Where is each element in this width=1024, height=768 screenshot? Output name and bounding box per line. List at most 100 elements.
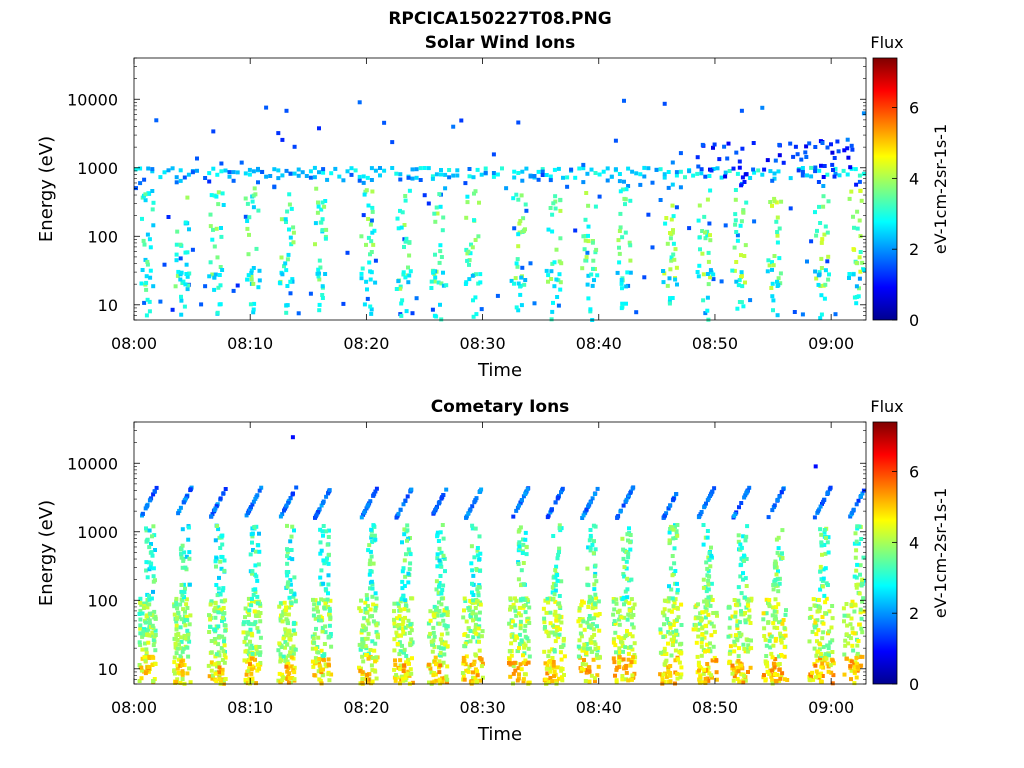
flux-cell (254, 647, 259, 652)
flux-cell (435, 552, 440, 557)
flux-cell (514, 192, 519, 197)
flux-cell (773, 672, 777, 676)
flux-cell (557, 604, 562, 609)
flux-cell (732, 268, 737, 273)
flux-cell (587, 617, 591, 621)
flux-cell (710, 658, 715, 663)
flux-cell (251, 307, 256, 312)
flux-cell (744, 534, 749, 539)
flux-cell (462, 608, 466, 613)
flux-cell (717, 157, 722, 162)
flux-cell (788, 141, 793, 146)
flux-cell (814, 653, 819, 658)
flux-cell (844, 656, 849, 661)
flux-cell (220, 616, 225, 620)
flux-cell (510, 661, 515, 666)
flux-cell (146, 166, 151, 171)
flux-cell (516, 611, 521, 616)
flux-cell (526, 680, 531, 685)
flux-cell (860, 599, 865, 604)
flux-cell (723, 174, 728, 179)
flux-cell (548, 669, 553, 674)
flux-cell (770, 203, 774, 208)
flux-cell (696, 615, 701, 620)
flux-cell (552, 167, 557, 172)
flux-cell (699, 167, 704, 172)
flux-cell (146, 640, 151, 645)
flux-cell (150, 207, 155, 212)
flux-cell (523, 537, 528, 542)
flux-cell (213, 654, 218, 659)
flux-cell (149, 596, 154, 601)
flux-cell (394, 630, 399, 635)
flux-cell (730, 614, 735, 619)
flux-cell (471, 598, 476, 603)
flux-cell (581, 180, 586, 185)
flux-cell (180, 649, 185, 654)
flux-cell (664, 658, 669, 663)
flux-cell (828, 485, 833, 490)
flux-cell (280, 672, 285, 677)
flux-cell (779, 673, 784, 678)
flux-cell (142, 632, 147, 637)
flux-cell (209, 639, 214, 643)
flux-cell (823, 600, 828, 605)
flux-cell (221, 649, 226, 654)
flux-cell (409, 671, 414, 676)
flux-cell (709, 553, 714, 558)
flux-cell (576, 644, 581, 649)
flux-cell (316, 204, 321, 209)
flux-cell (186, 537, 191, 542)
flux-cell (852, 541, 857, 546)
flux-cell (216, 642, 220, 647)
flux-cell (285, 554, 290, 559)
flux-cell (185, 606, 190, 610)
flux-cell (855, 209, 860, 214)
flux-cell (470, 526, 475, 531)
flux-cell (429, 286, 434, 290)
flux-cell (180, 565, 185, 570)
flux-cell (447, 175, 452, 180)
flux-cell (432, 671, 437, 675)
flux-cell (776, 654, 781, 659)
flux-cell (368, 222, 373, 227)
flux-cell (557, 614, 562, 619)
flux-cell (479, 172, 484, 177)
flux-cell (676, 657, 681, 662)
flux-cell (772, 609, 777, 614)
flux-cell (618, 225, 623, 230)
flux-cell (706, 555, 711, 560)
flux-cell (368, 549, 373, 554)
flux-cell (852, 662, 857, 667)
flux-cell (735, 619, 740, 624)
flux-cell (780, 551, 784, 556)
flux-cell (145, 262, 150, 267)
flux-cell (621, 657, 626, 662)
colorbar-gradient (872, 57, 898, 321)
flux-cell (828, 663, 833, 668)
flux-cell (264, 105, 269, 110)
flux-cell (473, 606, 478, 610)
flux-cell (140, 611, 145, 616)
flux-cell (858, 563, 863, 568)
flux-cell (854, 182, 859, 187)
flux-cell (141, 238, 146, 243)
flux-cell (675, 676, 680, 681)
flux-cell (429, 279, 434, 284)
flux-cell (811, 677, 816, 682)
flux-cell (593, 612, 598, 617)
flux-cell (223, 598, 228, 603)
flux-cell (628, 258, 633, 263)
flux-cell (395, 641, 400, 646)
flux-cell (247, 167, 252, 172)
flux-cell (320, 654, 325, 658)
flux-cell (592, 632, 597, 637)
flux-cell (285, 257, 290, 262)
flux-cell (772, 171, 777, 176)
flux-cell (629, 577, 634, 582)
flux-cell (634, 310, 639, 315)
flux-cell (402, 584, 407, 588)
flux-cell (444, 487, 449, 492)
flux-cell (439, 564, 444, 569)
flux-cell (830, 616, 835, 621)
